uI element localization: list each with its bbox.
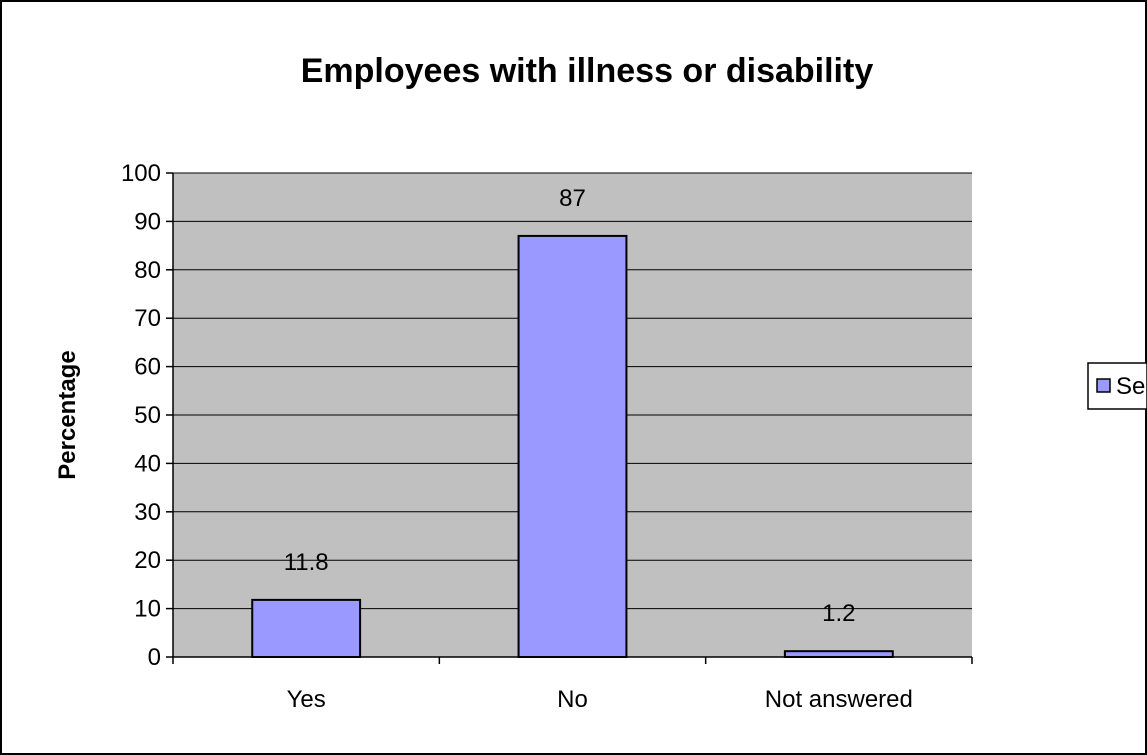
bar-yes bbox=[251, 598, 362, 658]
data-labels: 11.8 87 1.2 bbox=[284, 185, 856, 627]
y-tick-label-80: 80 bbox=[134, 257, 161, 284]
y-tick-labels: 0 10 20 30 40 50 60 70 80 90 100 bbox=[121, 160, 161, 671]
x-tick-label-not-answered: Not answered bbox=[765, 686, 913, 713]
plot-area: 0 10 20 30 40 50 60 70 80 90 100 Yes No Not answered… bbox=[121, 160, 973, 713]
y-tick-label-50: 50 bbox=[134, 402, 161, 429]
data-label-0: 11.8 bbox=[284, 549, 329, 576]
y-tick-label-30: 30 bbox=[134, 499, 161, 526]
y-tick-label-40: 40 bbox=[134, 450, 161, 477]
y-tick-label-0: 0 bbox=[148, 644, 161, 671]
data-label-1: 87 bbox=[559, 185, 586, 212]
y-tick-label-90: 90 bbox=[134, 208, 161, 235]
bar-no bbox=[517, 234, 628, 658]
y-tick-label-20: 20 bbox=[134, 547, 161, 574]
data-label-2: 1.2 bbox=[822, 600, 855, 627]
y-tick-label-60: 60 bbox=[134, 354, 161, 381]
x-tick-labels: Yes No Not answered bbox=[287, 686, 913, 713]
legend: Series1 bbox=[1087, 362, 1147, 410]
x-tick-label-yes: Yes bbox=[287, 686, 326, 713]
axes bbox=[166, 172, 973, 664]
x-tick-label-no: No bbox=[557, 686, 588, 713]
legend-label: Series1 bbox=[1116, 373, 1147, 400]
y-tick-label-70: 70 bbox=[134, 305, 161, 332]
legend-swatch bbox=[1096, 378, 1111, 393]
bar-not-answered bbox=[783, 650, 894, 659]
y-axis-label: Percentage bbox=[54, 350, 81, 479]
y-tick-label-10: 10 bbox=[134, 596, 161, 623]
y-tick-label-100: 100 bbox=[121, 160, 161, 187]
bars bbox=[251, 234, 894, 659]
chart-title: Employees with illness or disability bbox=[301, 52, 874, 90]
